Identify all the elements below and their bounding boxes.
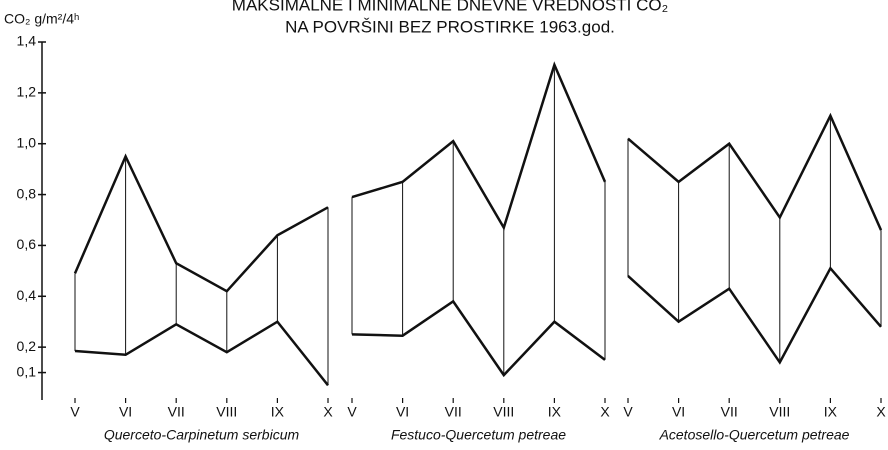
x-tick-label: VI: [672, 404, 685, 420]
x-tick-label: VIII: [493, 404, 514, 420]
y-tick-label: 0,8: [17, 185, 37, 201]
panel-label: Querceto-Carpinetum serbicum: [104, 427, 300, 443]
x-tick-label: X: [323, 404, 333, 420]
x-tick-label: VII: [445, 404, 462, 420]
panel-label: Acetosello-Quercetum petreae: [659, 427, 850, 443]
x-tick-label: VII: [168, 404, 185, 420]
y-tick-label: 0,2: [17, 338, 37, 354]
y-tick-label: 0,6: [17, 236, 37, 252]
x-tick-label: VI: [119, 404, 132, 420]
series-line: [73, 153, 329, 293]
series-line: [74, 320, 329, 387]
x-tick-label: V: [623, 404, 633, 420]
x-tick-label: IX: [271, 404, 285, 420]
x-tick-label: IX: [548, 404, 562, 420]
y-tick-label: 1,0: [17, 134, 37, 150]
x-tick-label: VIII: [216, 404, 237, 420]
series-line: [351, 61, 607, 231]
series-line: [351, 299, 606, 378]
chart-title: MAKSIMALNE I MINIMALNE DNEVNE VREDNOSTI …: [232, 0, 668, 14]
x-tick-label: X: [876, 404, 886, 420]
x-tick-label: X: [600, 404, 610, 420]
x-tick-label: VII: [721, 404, 738, 420]
x-tick-label: VI: [396, 404, 409, 420]
y-tick-label: 0,4: [17, 287, 37, 303]
x-tick-label: VIII: [769, 404, 790, 420]
x-tick-label: V: [70, 404, 80, 420]
y-tick-label: 1,2: [17, 84, 37, 100]
series-line: [627, 266, 882, 365]
y-tick-label: 1,4: [17, 33, 37, 49]
x-tick-label: V: [347, 404, 357, 420]
chart-title: NA POVRŠINI BEZ PROSTIRKE 1963.god.: [285, 17, 615, 36]
panel-label: Festuco-Quercetum petreae: [391, 427, 566, 443]
y-tick-label: 0,1: [17, 363, 37, 379]
y-axis-label: CO₂ g/m²/4ʰ: [4, 11, 79, 27]
series-line: [627, 112, 883, 231]
x-tick-label: IX: [824, 404, 838, 420]
